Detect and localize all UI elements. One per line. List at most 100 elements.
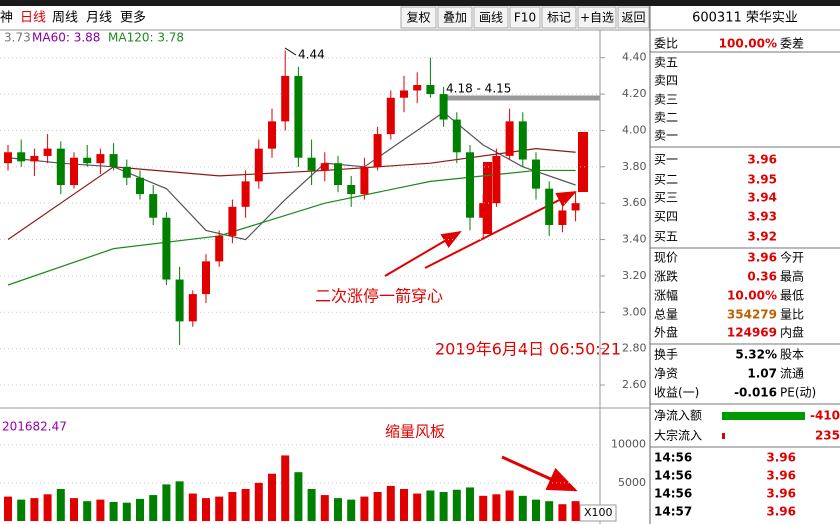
row-label: 买二 — [654, 173, 678, 187]
candle-body — [505, 121, 514, 156]
legend: 3.73 — [4, 31, 31, 45]
volume-bar — [347, 499, 356, 521]
flow-bar — [722, 412, 805, 420]
button-frame[interactable] — [473, 6, 509, 29]
row-value: 10.00% — [727, 289, 777, 303]
row-label: 委比 — [654, 37, 678, 51]
volume-bar — [241, 488, 250, 521]
trade-time: 14:56 — [654, 451, 692, 465]
top-strip — [0, 0, 840, 6]
button-frame[interactable] — [617, 6, 650, 29]
volume-bar — [188, 493, 197, 521]
volume-tick-label: 5000 — [618, 476, 646, 489]
candle-body — [492, 155, 501, 204]
button[interactable]: 标记 — [547, 11, 571, 25]
candle-body — [571, 203, 580, 211]
row-value: 354279 — [727, 308, 777, 322]
flow-label: 大宗流入 — [654, 428, 702, 443]
tab[interactable]: 月线 — [86, 11, 112, 26]
volume-unit: X100 — [584, 506, 613, 519]
candle-body — [17, 152, 26, 162]
button[interactable]: 复权 — [406, 11, 430, 25]
tab[interactable]: 日线 — [20, 11, 46, 26]
volume-bar — [505, 490, 514, 521]
row-label: 卖四 — [654, 74, 678, 88]
row-label: 总量 — [654, 308, 678, 322]
unit-box — [579, 504, 617, 522]
volume-bar — [571, 501, 580, 521]
candle-body — [215, 235, 224, 262]
candle-body — [347, 185, 356, 195]
candle-body — [320, 163, 329, 171]
tab[interactable]: 神 — [0, 11, 13, 26]
volume-bar — [17, 499, 26, 521]
button[interactable]: 返回 — [621, 11, 645, 25]
candle-body — [228, 206, 237, 236]
volume-bar — [122, 502, 131, 521]
candle-body — [307, 157, 316, 171]
tab[interactable]: 更多 — [120, 10, 146, 26]
annotation: 二次涨停一箭穿心 — [315, 287, 443, 306]
volume-bar — [373, 492, 382, 521]
y-tick-label: 4.40 — [622, 51, 647, 64]
candle-body — [175, 279, 184, 322]
volume-bar — [360, 496, 369, 521]
row-label: 买一 — [654, 153, 678, 167]
volume-bar — [466, 487, 474, 521]
candle-body — [268, 121, 276, 149]
row-value: 3.92 — [747, 230, 777, 244]
candle-body — [400, 90, 408, 98]
button[interactable]: +自选 — [580, 11, 614, 25]
button[interactable]: 画线 — [479, 11, 503, 25]
y-tick-label: 3.00 — [622, 305, 647, 318]
flow-bar — [722, 433, 725, 439]
row-value: 0.36 — [747, 270, 777, 284]
row-label: 卖五 — [654, 56, 678, 70]
button[interactable]: 叠加 — [443, 11, 467, 25]
volume-bar — [149, 495, 158, 521]
candle-body — [122, 166, 131, 178]
row-value: -0.016 — [734, 386, 777, 400]
volume-bar — [70, 498, 78, 521]
row-value: 124969 — [727, 326, 777, 340]
volume-tick-label: 10000 — [611, 438, 646, 451]
flow-value: 235 — [815, 429, 840, 443]
tab[interactable]: 周线 — [52, 11, 78, 26]
button-frame[interactable] — [400, 6, 437, 29]
candle-body — [439, 94, 448, 120]
trade-price: 3.96 — [766, 469, 796, 483]
button[interactable]: F10 — [514, 11, 536, 25]
y-tick-label: 3.40 — [622, 233, 647, 246]
y-tick-label: 4.20 — [622, 87, 647, 100]
volume-bar — [30, 498, 39, 521]
trade-time: 14:56 — [654, 469, 692, 483]
volume-bar — [294, 472, 303, 521]
volume-bar — [4, 496, 12, 521]
candle-body — [56, 148, 65, 185]
button-frame[interactable] — [437, 6, 473, 29]
candle-body — [452, 119, 461, 153]
trade-price: 3.96 — [766, 487, 796, 501]
candle-body — [70, 157, 78, 185]
volume-bar — [532, 499, 540, 521]
row-label2: 委差 — [780, 37, 804, 51]
row-label: 涨幅 — [654, 288, 678, 303]
volume-bar — [492, 494, 501, 521]
volume-bar — [334, 498, 342, 521]
y-tick-label: 2.60 — [622, 378, 647, 391]
row-value: 3.96 — [747, 251, 777, 265]
candle-body — [545, 188, 554, 225]
y-tick-label: 3.80 — [622, 160, 647, 173]
row-label: 净资 — [654, 367, 678, 381]
button-frame[interactable] — [541, 6, 577, 29]
row-label: 买三 — [654, 191, 678, 205]
trade-time: 14:57 — [654, 505, 692, 519]
button-frame[interactable] — [509, 6, 541, 29]
button-frame[interactable] — [577, 6, 617, 29]
candle-body — [386, 97, 395, 135]
row-value: 3.95 — [747, 173, 777, 187]
volume-bar — [136, 498, 144, 521]
volume-bar — [479, 495, 488, 521]
row-label: 涨跌 — [654, 269, 678, 284]
volume-bar — [254, 482, 263, 521]
